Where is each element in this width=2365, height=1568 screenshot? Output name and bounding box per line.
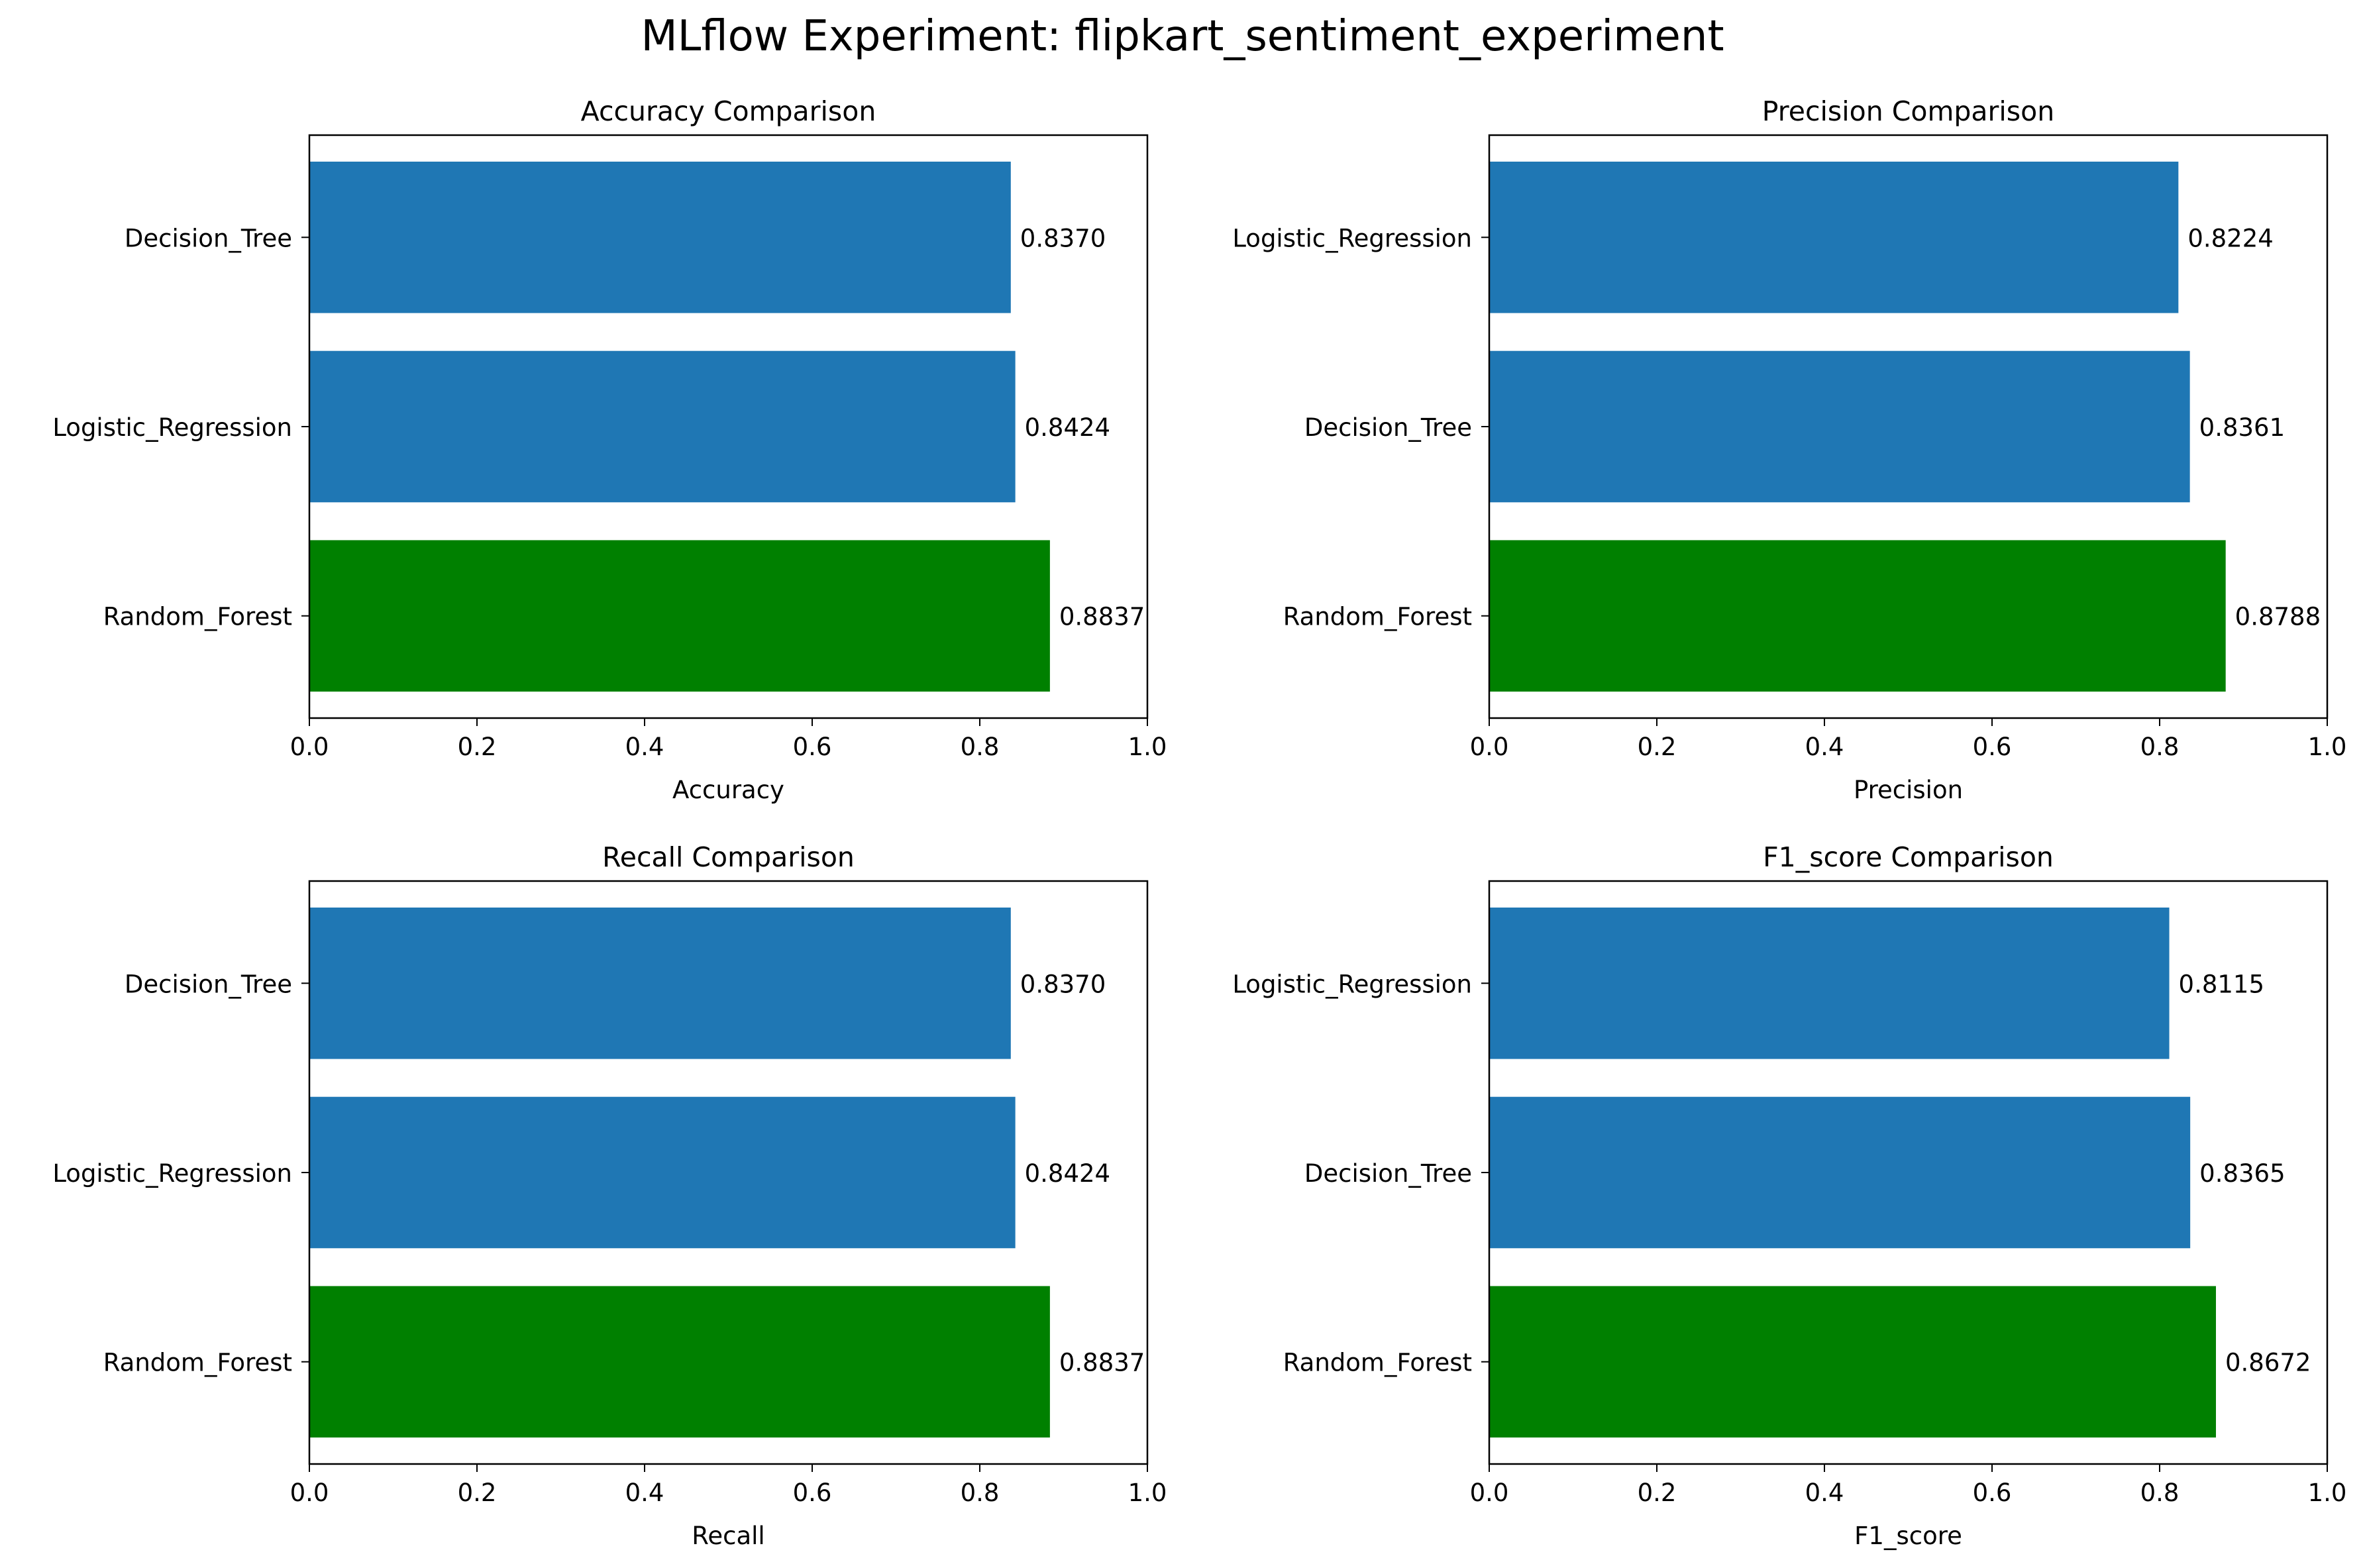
bar-value-label: 0.8672 <box>2225 1349 2311 1377</box>
chart-panel-3: Recall Comparison 0.8370 Decision_Tree 0.84… <box>52 841 1167 1550</box>
y-tick-label: Random_Forest <box>1283 603 1472 631</box>
y-tick-label: Decision_Tree <box>1304 413 1472 442</box>
x-tick-label: 0.0 <box>290 733 329 761</box>
chart-title: Accuracy Comparison <box>581 95 876 127</box>
x-tick-label: 0.4 <box>625 1479 664 1507</box>
x-tick-label: 0.6 <box>793 1479 832 1507</box>
x-tick-label: 1.0 <box>1128 733 1167 761</box>
axes-frame <box>1488 134 2329 719</box>
chart-title: Recall Comparison <box>602 841 855 873</box>
figure-title: MLflow Experiment: flipkart_sentiment_ex… <box>641 12 1724 61</box>
bar-random-forest <box>309 540 1050 692</box>
bar-random-forest <box>1489 1286 2217 1437</box>
chart-title: Precision Comparison <box>1762 95 2054 127</box>
x-tick-label: 0.8 <box>961 1479 1000 1507</box>
bar-logistic-regression <box>309 1096 1016 1249</box>
x-tick-label: 0.8 <box>2140 733 2180 761</box>
x-tick-label: 0.8 <box>2140 1479 2180 1507</box>
y-tick-label: Decision_Tree <box>125 970 292 998</box>
y-tick-label: Decision_Tree <box>1304 1159 1472 1188</box>
bar-random-forest <box>309 1286 1050 1437</box>
axes-frame <box>308 134 1149 719</box>
axes-frame <box>308 880 1149 1465</box>
y-tick-label: Decision_Tree <box>125 224 292 252</box>
x-tick-label: 0.4 <box>625 733 664 761</box>
bar-logistic-regression <box>1489 162 2179 313</box>
bar-value-label: 0.8361 <box>2199 413 2285 442</box>
x-tick-label: 0.0 <box>1470 1479 1509 1507</box>
bar-logistic-regression <box>309 350 1016 503</box>
x-tick-label: 0.2 <box>458 1479 497 1507</box>
x-axis-label: Recall <box>692 1522 764 1550</box>
x-axis-label: F1_score <box>1854 1522 1962 1550</box>
bar-value-label: 0.8788 <box>2235 603 2321 631</box>
bar-value-label: 0.8224 <box>2187 224 2273 252</box>
x-tick-label: 1.0 <box>2308 1479 2347 1507</box>
x-tick-label: 0.4 <box>1805 733 1844 761</box>
bar-value-label: 0.8837 <box>1059 603 1145 631</box>
chart-panel-1: Accuracy Comparison 0.8370 Decision_Tree 0.… <box>52 95 1167 804</box>
bar-value-label: 0.8365 <box>2199 1159 2285 1188</box>
x-axis-label: Accuracy <box>672 776 784 804</box>
y-tick-label: Logistic_Regression <box>52 1159 292 1188</box>
x-tick-label: 1.0 <box>2308 733 2347 761</box>
x-tick-label: 0.6 <box>1973 1479 2012 1507</box>
x-tick-label: 0.6 <box>1973 733 2012 761</box>
x-tick-label: 0.2 <box>458 733 497 761</box>
y-tick-label: Random_Forest <box>1283 1349 1472 1377</box>
bar-decision-tree <box>1489 350 2190 503</box>
chart-title: F1_score Comparison <box>1763 841 2054 873</box>
bar-value-label: 0.8424 <box>1025 413 1110 442</box>
x-tick-label: 0.0 <box>290 1479 329 1507</box>
x-tick-label: 0.6 <box>793 733 832 761</box>
y-tick-label: Logistic_Regression <box>52 413 292 442</box>
chart-panel-4: F1_score Comparison 0.8115 Logistic_Regres… <box>1232 841 2346 1550</box>
bar-logistic-regression <box>1489 908 2170 1059</box>
x-tick-label: 0.2 <box>1638 733 1677 761</box>
bar-decision-tree <box>309 162 1011 313</box>
y-tick-label: Logistic_Regression <box>1232 970 1472 998</box>
x-tick-label: 0.4 <box>1805 1479 1844 1507</box>
x-tick-label: 0.2 <box>1638 1479 1677 1507</box>
bar-value-label: 0.8837 <box>1059 1349 1145 1377</box>
bar-decision-tree <box>1489 1096 2191 1249</box>
x-tick-label: 1.0 <box>1128 1479 1167 1507</box>
bar-value-label: 0.8115 <box>2179 970 2264 998</box>
bar-value-label: 0.8424 <box>1025 1159 1110 1188</box>
y-tick-label: Random_Forest <box>103 603 292 631</box>
axes-frame <box>1488 880 2329 1465</box>
bar-value-label: 0.8370 <box>1020 224 1106 252</box>
x-tick-label: 0.0 <box>1470 733 1509 761</box>
chart-panel-2: Precision Comparison 0.8224 Logistic_Regre… <box>1232 95 2346 804</box>
x-axis-label: Precision <box>1854 776 1963 804</box>
y-tick-label: Logistic_Regression <box>1232 224 1472 252</box>
y-tick-label: Random_Forest <box>103 1349 292 1377</box>
x-tick-label: 0.8 <box>961 733 1000 761</box>
bar-value-label: 0.8370 <box>1020 970 1106 998</box>
bar-random-forest <box>1489 540 2226 692</box>
bar-decision-tree <box>309 908 1011 1059</box>
